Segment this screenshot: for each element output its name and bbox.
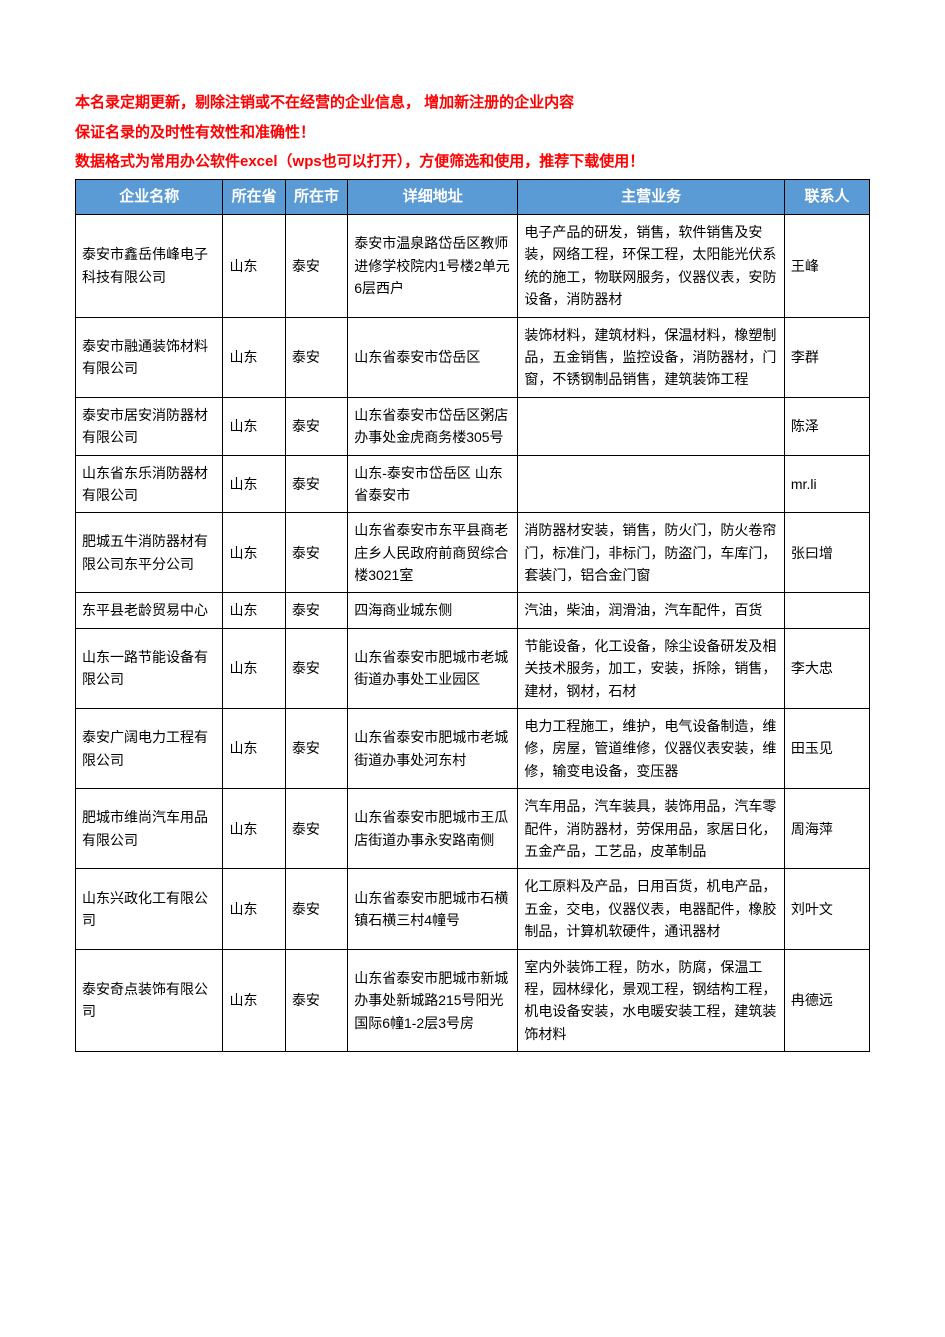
cell-name: 山东一路节能设备有限公司 [76, 628, 223, 708]
table-row: 肥城五牛消防器材有限公司东平分公司山东泰安山东省泰安市东平县商老庄乡人民政府前商… [76, 513, 870, 593]
header-company-name: 企业名称 [76, 179, 223, 215]
cell-business: 室内外装饰工程，防水，防腐，保温工程，园林绿化，景观工程，钢结构工程，机电设备安… [518, 949, 785, 1052]
table-row: 泰安奇点装饰有限公司山东泰安山东省泰安市肥城市新城办事处新城路215号阳光国际6… [76, 949, 870, 1052]
cell-contact: 张曰增 [784, 513, 869, 593]
cell-province: 山东 [223, 869, 285, 949]
table-row: 泰安市居安消防器材有限公司山东泰安山东省泰安市岱岳区粥店办事处金虎商务楼305号… [76, 397, 870, 455]
cell-address: 山东省泰安市岱岳区 [348, 317, 518, 397]
header-business: 主营业务 [518, 179, 785, 215]
cell-business [518, 455, 785, 513]
cell-contact [784, 593, 869, 628]
cell-name: 泰安奇点装饰有限公司 [76, 949, 223, 1052]
cell-address: 四海商业城东侧 [348, 593, 518, 628]
cell-business: 汽车用品，汽车装具，装饰用品，汽车零配件，消防器材，劳保用品，家居日化，五金产品… [518, 789, 785, 869]
cell-province: 山东 [223, 949, 285, 1052]
cell-city: 泰安 [285, 789, 347, 869]
cell-contact: 陈泽 [784, 397, 869, 455]
cell-address: 泰安市温泉路岱岳区教师进修学校院内1号楼2单元6层西户 [348, 215, 518, 318]
cell-city: 泰安 [285, 593, 347, 628]
cell-address: 山东省泰安市肥城市新城办事处新城路215号阳光国际6幢1-2层3号房 [348, 949, 518, 1052]
cell-name: 山东省东乐消防器材有限公司 [76, 455, 223, 513]
cell-province: 山东 [223, 709, 285, 789]
cell-province: 山东 [223, 215, 285, 318]
cell-contact: 冉德远 [784, 949, 869, 1052]
cell-business: 节能设备，化工设备，除尘设备研发及相关技术服务，加工，安装，拆除，销售，建材，钢… [518, 628, 785, 708]
cell-address: 山东省泰安市肥城市石横镇石横三村4幢号 [348, 869, 518, 949]
header-contact: 联系人 [784, 179, 869, 215]
cell-contact: mr.li [784, 455, 869, 513]
cell-province: 山东 [223, 317, 285, 397]
table-row: 山东省东乐消防器材有限公司山东泰安山东-泰安市岱岳区 山东省泰安市 mr.li [76, 455, 870, 513]
cell-name: 泰安市鑫岳伟峰电子科技有限公司 [76, 215, 223, 318]
cell-name: 肥城五牛消防器材有限公司东平分公司 [76, 513, 223, 593]
header-address: 详细地址 [348, 179, 518, 215]
cell-city: 泰安 [285, 397, 347, 455]
table-row: 泰安市融通装饰材料有限公司山东泰安山东省泰安市岱岳区装饰材料，建筑材料，保温材料… [76, 317, 870, 397]
notice-line-1: 本名录定期更新，剔除注销或不在经营的企业信息， 增加新注册的企业内容 [75, 90, 870, 116]
header-province: 所在省 [223, 179, 285, 215]
cell-address: 山东省泰安市肥城市老城街道办事处工业园区 [348, 628, 518, 708]
table-row: 山东一路节能设备有限公司山东泰安山东省泰安市肥城市老城街道办事处工业园区节能设备… [76, 628, 870, 708]
cell-address: 山东省泰安市岱岳区粥店办事处金虎商务楼305号 [348, 397, 518, 455]
cell-city: 泰安 [285, 455, 347, 513]
cell-address: 山东-泰安市岱岳区 山东省泰安市 [348, 455, 518, 513]
cell-name: 泰安市融通装饰材料有限公司 [76, 317, 223, 397]
cell-name: 东平县老龄贸易中心 [76, 593, 223, 628]
cell-province: 山东 [223, 628, 285, 708]
cell-contact: 李大忠 [784, 628, 869, 708]
cell-city: 泰安 [285, 628, 347, 708]
cell-province: 山东 [223, 593, 285, 628]
cell-business: 电子产品的研发，销售，软件销售及安装，网络工程，环保工程，太阳能光伏系统的施工，… [518, 215, 785, 318]
cell-business: 装饰材料，建筑材料，保温材料，橡塑制品，五金销售，监控设备，消防器材，门窗，不锈… [518, 317, 785, 397]
company-table: 企业名称 所在省 所在市 详细地址 主营业务 联系人 泰安市鑫岳伟峰电子科技有限… [75, 179, 870, 1053]
cell-province: 山东 [223, 455, 285, 513]
cell-business: 电力工程施工，维护，电气设备制造，维修，房屋，管道维修，仪器仪表安装，维修，输变… [518, 709, 785, 789]
cell-business: 消防器材安装，销售，防火门，防火卷帘门，标准门，非标门，防盗门，车库门，套装门，… [518, 513, 785, 593]
cell-name: 肥城市维尚汽车用品有限公司 [76, 789, 223, 869]
cell-city: 泰安 [285, 869, 347, 949]
table-header-row: 企业名称 所在省 所在市 详细地址 主营业务 联系人 [76, 179, 870, 215]
cell-business: 汽油，柴油，润滑油，汽车配件，百货 [518, 593, 785, 628]
cell-address: 山东省泰安市肥城市老城街道办事处河东村 [348, 709, 518, 789]
table-row: 肥城市维尚汽车用品有限公司山东泰安山东省泰安市肥城市王瓜店街道办事永安路南侧汽车… [76, 789, 870, 869]
cell-contact: 周海萍 [784, 789, 869, 869]
cell-contact: 李群 [784, 317, 869, 397]
cell-business: 化工原料及产品，日用百货，机电产品，五金，交电，仪器仪表，电器配件，橡胶制品，计… [518, 869, 785, 949]
cell-contact: 田玉见 [784, 709, 869, 789]
cell-contact: 刘叶文 [784, 869, 869, 949]
table-row: 泰安广阔电力工程有限公司山东泰安山东省泰安市肥城市老城街道办事处河东村电力工程施… [76, 709, 870, 789]
cell-province: 山东 [223, 789, 285, 869]
notice-line-3: 数据格式为常用办公软件excel（wps也可以打开），方便筛选和使用，推荐下载使… [75, 149, 870, 175]
cell-province: 山东 [223, 513, 285, 593]
table-row: 泰安市鑫岳伟峰电子科技有限公司山东泰安泰安市温泉路岱岳区教师进修学校院内1号楼2… [76, 215, 870, 318]
cell-city: 泰安 [285, 317, 347, 397]
table-row: 东平县老龄贸易中心山东泰安四海商业城东侧汽油，柴油，润滑油，汽车配件，百货 [76, 593, 870, 628]
cell-address: 山东省泰安市东平县商老庄乡人民政府前商贸综合楼3021室 [348, 513, 518, 593]
cell-name: 泰安广阔电力工程有限公司 [76, 709, 223, 789]
cell-name: 山东兴政化工有限公司 [76, 869, 223, 949]
cell-contact: 王峰 [784, 215, 869, 318]
header-city: 所在市 [285, 179, 347, 215]
table-row: 山东兴政化工有限公司山东泰安山东省泰安市肥城市石横镇石横三村4幢号化工原料及产品… [76, 869, 870, 949]
cell-city: 泰安 [285, 709, 347, 789]
notice-line-2: 保证名录的及时性有效性和准确性！ [75, 120, 870, 146]
cell-name: 泰安市居安消防器材有限公司 [76, 397, 223, 455]
cell-city: 泰安 [285, 215, 347, 318]
cell-province: 山东 [223, 397, 285, 455]
cell-business [518, 397, 785, 455]
cell-city: 泰安 [285, 513, 347, 593]
cell-address: 山东省泰安市肥城市王瓜店街道办事永安路南侧 [348, 789, 518, 869]
cell-city: 泰安 [285, 949, 347, 1052]
